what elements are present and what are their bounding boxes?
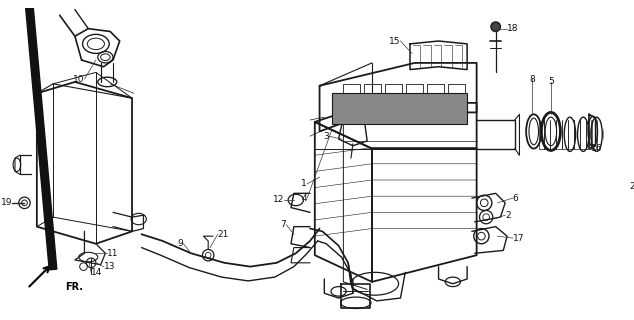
- Text: 7: 7: [280, 220, 286, 229]
- FancyArrow shape: [22, 0, 57, 270]
- Text: 10: 10: [73, 75, 84, 84]
- Text: FR.: FR.: [65, 282, 84, 292]
- Text: 12: 12: [273, 196, 284, 204]
- Text: 5: 5: [548, 77, 553, 86]
- Text: 19: 19: [1, 198, 12, 207]
- Text: 8: 8: [529, 75, 534, 84]
- Text: 3: 3: [323, 132, 329, 141]
- Text: 4: 4: [302, 194, 307, 203]
- Text: 18: 18: [507, 24, 519, 33]
- Text: 21: 21: [217, 230, 229, 239]
- Text: 6: 6: [513, 194, 519, 203]
- Text: 14: 14: [91, 268, 103, 277]
- Text: 17: 17: [513, 234, 524, 243]
- Text: 20: 20: [629, 182, 634, 191]
- Polygon shape: [332, 93, 467, 124]
- Text: 13: 13: [103, 262, 115, 271]
- Ellipse shape: [491, 22, 500, 31]
- Text: 16: 16: [591, 144, 602, 153]
- Text: 15: 15: [389, 36, 401, 45]
- Text: 11: 11: [107, 249, 119, 258]
- Text: 2: 2: [505, 211, 511, 220]
- Text: 9: 9: [178, 239, 183, 248]
- Text: 1: 1: [301, 179, 307, 188]
